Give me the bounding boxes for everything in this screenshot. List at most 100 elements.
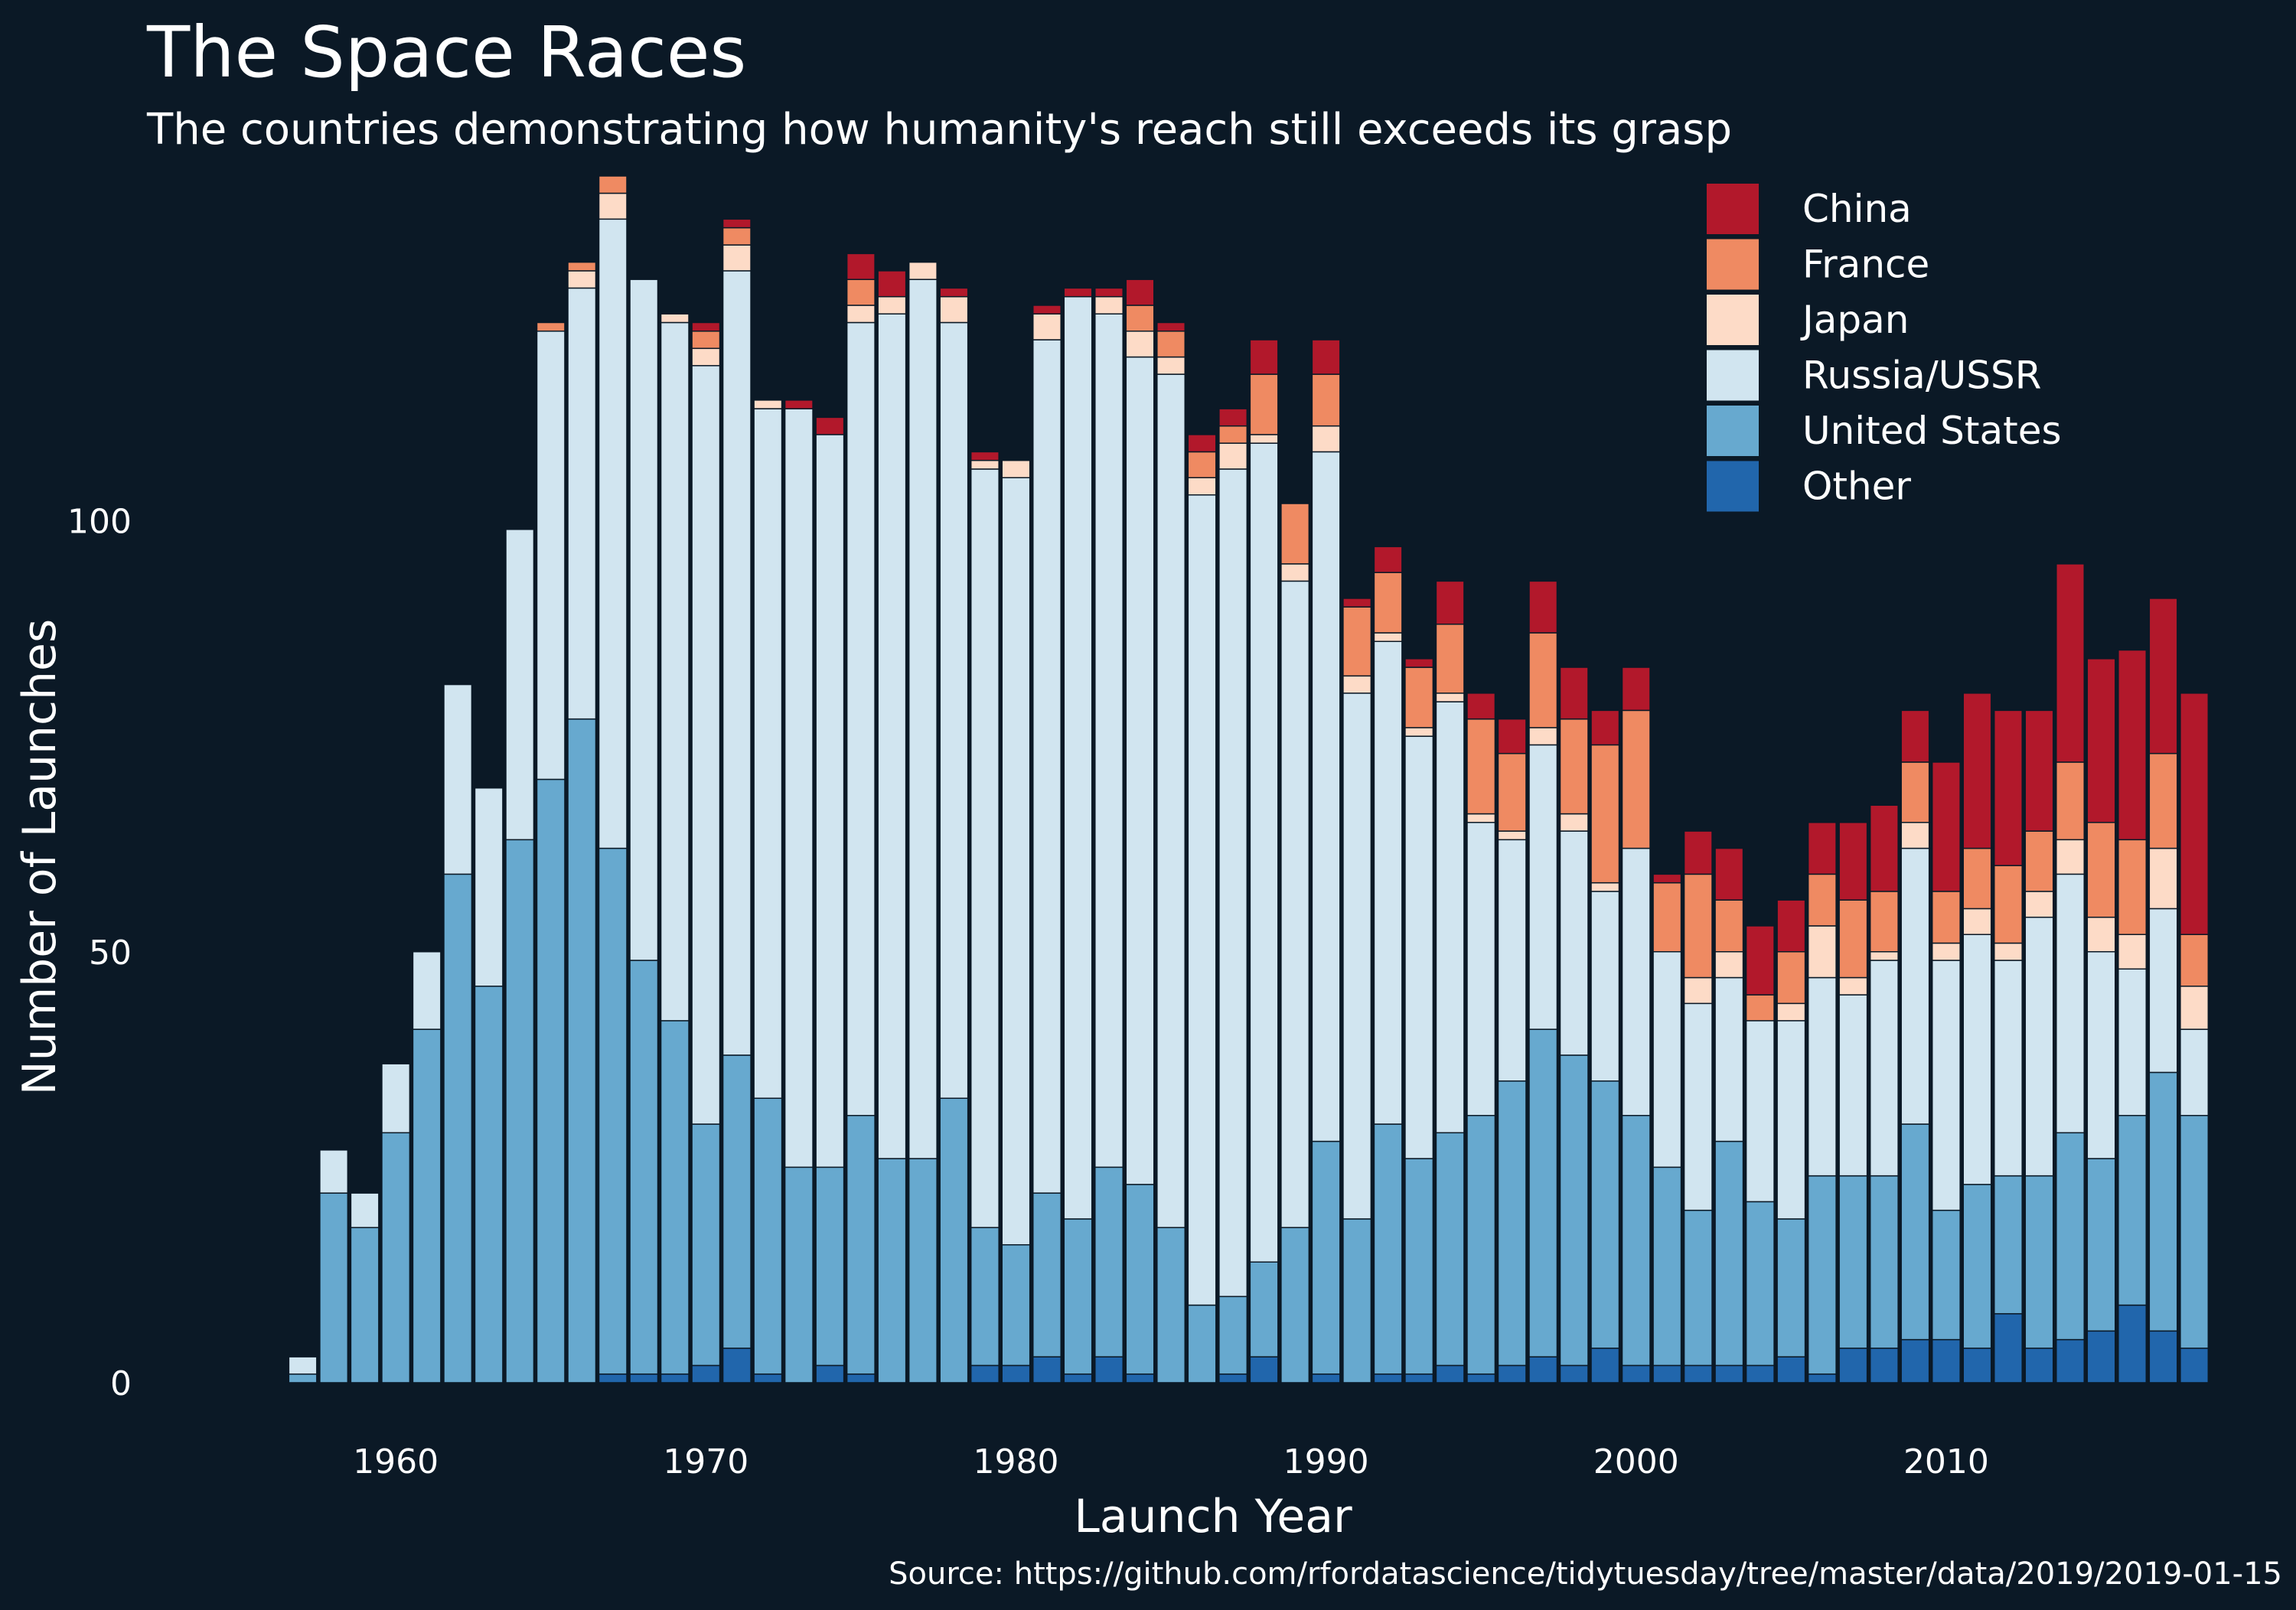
bar-1982-china bbox=[1063, 287, 1093, 298]
bar-1993-japan bbox=[1404, 727, 1434, 737]
bar-1996-france bbox=[1497, 752, 1527, 832]
bar-stack-2013 bbox=[2024, 709, 2054, 1383]
bar-1982-united-states bbox=[1063, 1218, 1093, 1375]
bar-stack-1972 bbox=[753, 399, 783, 1383]
bar-stack-2001 bbox=[1652, 873, 1682, 1383]
bar-1996-russia-ussr bbox=[1497, 839, 1527, 1082]
bar-1975-russia-ussr bbox=[846, 321, 876, 1116]
bar-1962-united-states bbox=[443, 873, 473, 1383]
bar-2009-france bbox=[1900, 761, 1930, 823]
legend-item-other: Other bbox=[1707, 461, 1911, 512]
bar-1979-russia-ussr bbox=[970, 468, 1000, 1228]
bar-2009-russia-ussr bbox=[1900, 847, 1930, 1125]
bar-1997-russia-ussr bbox=[1528, 744, 1558, 1030]
bar-stack-2015 bbox=[2086, 658, 2116, 1383]
bar-2017-russia-ussr bbox=[2148, 908, 2178, 1074]
bar-1975-united-states bbox=[846, 1115, 876, 1375]
bar-1988-china bbox=[1249, 339, 1279, 375]
bar-2013-russia-ussr bbox=[2024, 916, 2054, 1177]
bar-1990-united-states bbox=[1311, 1140, 1341, 1375]
bar-1982-other bbox=[1063, 1373, 1093, 1383]
bar-1970-russia-ussr bbox=[691, 365, 721, 1125]
bar-2015-china bbox=[2086, 658, 2116, 823]
bar-stack-2014 bbox=[2056, 563, 2085, 1383]
bar-2005-other bbox=[1776, 1356, 1806, 1383]
bar-1984-japan bbox=[1125, 331, 1155, 358]
bar-1981-japan bbox=[1032, 313, 1062, 341]
bar-1971-other bbox=[722, 1348, 752, 1383]
bar-1992-united-states bbox=[1373, 1123, 1403, 1375]
bar-1971-japan bbox=[722, 244, 752, 272]
bar-1988-france bbox=[1249, 373, 1279, 435]
legend-label-china: China bbox=[1802, 187, 1912, 231]
bar-1980-other bbox=[1001, 1364, 1031, 1383]
bar-stack-1970 bbox=[691, 321, 721, 1383]
bar-1978-japan bbox=[939, 295, 969, 324]
bar-2012-united-states bbox=[1993, 1175, 2023, 1315]
bar-1972-other bbox=[753, 1373, 783, 1383]
bar-2002-other bbox=[1683, 1364, 1713, 1383]
bar-2018-other bbox=[2180, 1348, 2210, 1383]
bar-2007-china bbox=[1838, 822, 1868, 901]
bar-2009-united-states bbox=[1900, 1123, 1930, 1341]
bar-stack-1974 bbox=[815, 416, 845, 1383]
bar-1976-russia-ussr bbox=[877, 313, 907, 1159]
bar-1998-japan bbox=[1559, 813, 1589, 832]
bar-1994-other bbox=[1435, 1364, 1465, 1383]
bar-stack-1975 bbox=[846, 253, 876, 1383]
legend-key-france bbox=[1707, 239, 1759, 290]
bar-2018-russia-ussr bbox=[2180, 1028, 2210, 1116]
bar-1990-other bbox=[1311, 1373, 1341, 1383]
bar-stack-1969 bbox=[660, 313, 690, 1383]
bar-1988-other bbox=[1249, 1356, 1279, 1383]
bar-2010-china bbox=[1931, 761, 1961, 892]
bar-1998-russia-ussr bbox=[1559, 830, 1589, 1056]
bar-2001-russia-ussr bbox=[1652, 951, 1682, 1168]
legend-key-japan bbox=[1707, 295, 1759, 345]
bar-1962-russia-ussr bbox=[443, 683, 473, 875]
bar-2014-united-states bbox=[2056, 1132, 2085, 1341]
legend-key-china bbox=[1707, 184, 1759, 234]
bar-1977-japan bbox=[908, 261, 938, 280]
bar-1975-japan bbox=[846, 305, 876, 324]
bar-1967-russia-ussr bbox=[598, 218, 628, 849]
bar-stack-2009 bbox=[1900, 709, 1930, 1383]
bar-1969-united-states bbox=[660, 1020, 690, 1375]
bar-2016-united-states bbox=[2118, 1115, 2148, 1306]
bar-1994-france bbox=[1435, 623, 1465, 694]
bar-1995-russia-ussr bbox=[1466, 822, 1496, 1116]
chart-title: The Space Races bbox=[146, 11, 746, 93]
bar-2004-united-states bbox=[1745, 1201, 1775, 1367]
bar-1999-china bbox=[1590, 709, 1620, 746]
bar-2016-russia-ussr bbox=[2118, 968, 2148, 1116]
bar-stack-1958 bbox=[319, 1149, 349, 1383]
bar-1994-japan bbox=[1435, 693, 1465, 702]
bar-2000-russia-ussr bbox=[1621, 847, 1651, 1116]
x-axis-title: Launch Year bbox=[1074, 1490, 1352, 1543]
bar-1996-japan bbox=[1497, 830, 1527, 841]
bar-2010-japan bbox=[1931, 942, 1961, 961]
bar-2016-other bbox=[2118, 1304, 2148, 1383]
bar-1969-russia-ussr bbox=[660, 321, 690, 1022]
bar-1975-france bbox=[846, 279, 876, 306]
bar-1984-united-states bbox=[1125, 1184, 1155, 1375]
bar-1981-other bbox=[1032, 1356, 1062, 1383]
bar-1983-china bbox=[1094, 287, 1124, 298]
bar-1993-russia-ussr bbox=[1404, 735, 1434, 1159]
x-tick-label-1980: 1980 bbox=[973, 1442, 1058, 1481]
bar-2013-france bbox=[2024, 830, 2054, 892]
bar-stack-1991 bbox=[1342, 598, 1372, 1383]
bar-1957-united-states bbox=[288, 1373, 318, 1383]
bar-2002-united-states bbox=[1683, 1209, 1713, 1367]
bar-1994-russia-ussr bbox=[1435, 701, 1465, 1134]
bar-2003-france bbox=[1714, 899, 1744, 953]
bar-1994-china bbox=[1435, 580, 1465, 625]
bar-2007-other bbox=[1838, 1348, 1868, 1383]
bar-1985-russia-ussr bbox=[1156, 373, 1186, 1228]
bar-1998-united-states bbox=[1559, 1054, 1589, 1367]
bar-2015-russia-ussr bbox=[2086, 951, 2116, 1159]
bar-stack-2010 bbox=[1931, 761, 1961, 1383]
bar-2007-united-states bbox=[1838, 1175, 1868, 1349]
bar-stack-2018 bbox=[2180, 693, 2210, 1383]
bar-2005-japan bbox=[1776, 1002, 1806, 1022]
